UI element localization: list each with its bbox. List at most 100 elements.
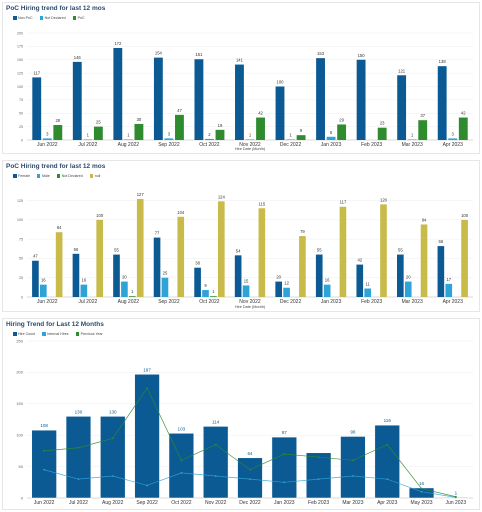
x-tick-label: Jul 2022 <box>69 500 88 506</box>
bar <box>93 126 103 140</box>
bar <box>299 236 306 297</box>
legend-item[interactable]: Female <box>13 174 30 178</box>
line-point <box>454 495 457 498</box>
data-label: 19 <box>218 123 223 128</box>
bar <box>53 125 63 140</box>
data-label: 100 <box>461 213 469 218</box>
data-label: 11 <box>366 282 371 287</box>
legend-label: Not Declared <box>44 16 66 20</box>
x-tick-label: Jul 2022 <box>78 142 97 148</box>
x-tick-label: Jun 2023 <box>446 500 467 506</box>
bar <box>134 123 144 140</box>
line-point <box>420 490 423 493</box>
data-label: 6 <box>330 130 333 135</box>
line-point <box>146 484 148 487</box>
legend-label: Hire Count <box>18 332 36 336</box>
data-label: 23 <box>380 121 385 126</box>
data-label: 117 <box>33 70 40 75</box>
legend-item[interactable]: Male <box>36 174 50 178</box>
bar <box>210 296 217 297</box>
bar <box>283 287 290 297</box>
bar <box>123 139 133 140</box>
data-label: 9 <box>300 128 303 133</box>
legend-item[interactable]: Hire Count <box>13 332 35 336</box>
legend-item[interactable]: PoC <box>72 16 85 20</box>
data-label: 120 <box>380 197 388 202</box>
bar <box>205 138 214 140</box>
data-label: 1 <box>249 132 252 137</box>
bar <box>168 433 195 499</box>
chart-svg: 0 50 100 150 200 250 108 Jun 2022 130 Jul 2022 130… <box>16 338 473 506</box>
line-point <box>386 443 389 446</box>
legend-swatch <box>75 332 80 336</box>
x-tick-label: Apr 2023 <box>377 500 398 506</box>
data-label: 16 <box>419 481 425 486</box>
data-label: 3 <box>168 131 171 136</box>
bar <box>356 264 364 297</box>
line-point <box>43 450 46 452</box>
legend-label: Not Declared <box>61 174 83 178</box>
bar <box>420 224 428 297</box>
data-label: 17 <box>446 277 451 282</box>
x-tick-label: Dec 2022 <box>280 299 302 305</box>
y-tick-label: 75 <box>19 237 23 241</box>
x-tick-label: Aug 2022 <box>102 500 124 506</box>
y-tick-label: 0 <box>21 495 24 500</box>
chart-legend: Non PoC Not Declared PoC <box>13 16 85 20</box>
x-tick-label: Oct 2022 <box>199 299 220 305</box>
bar <box>326 136 336 140</box>
bar <box>32 260 39 297</box>
x-tick-label: Sep 2022 <box>136 500 158 506</box>
data-label: 30 <box>137 117 142 122</box>
data-label: 15 <box>244 278 249 283</box>
bar <box>437 66 447 140</box>
bar <box>134 374 160 499</box>
data-label: 38 <box>195 261 200 266</box>
bar <box>31 429 57 499</box>
bar <box>404 281 412 297</box>
bar <box>177 216 185 297</box>
bar <box>305 452 332 499</box>
y-tick-label: 250 <box>16 338 23 343</box>
y-tick-label: 50 <box>19 257 23 261</box>
bar <box>32 77 42 140</box>
data-label: 64 <box>247 451 253 456</box>
bar <box>337 124 347 140</box>
legend-swatch <box>13 174 17 178</box>
data-label: 3 <box>452 131 455 136</box>
bar <box>164 138 174 140</box>
bar <box>323 284 331 297</box>
line-point <box>77 478 80 481</box>
data-label: 47 <box>177 108 182 113</box>
data-label: 54 <box>236 248 241 253</box>
data-label: 153 <box>317 51 325 56</box>
data-label: 1 <box>212 289 215 294</box>
data-label: 1 <box>131 289 134 294</box>
x-tick-label: Nov 2022 <box>239 299 261 305</box>
x-tick-label: Apr 2023 <box>443 142 464 148</box>
data-label: 1 <box>87 132 90 137</box>
line-point <box>146 387 148 389</box>
legend-item[interactable]: Not Declared <box>39 16 66 20</box>
legend-item[interactable]: null <box>89 174 100 178</box>
legend-swatch <box>36 174 41 178</box>
data-label: 28 <box>55 118 60 123</box>
bar <box>83 139 93 140</box>
legend-item[interactable]: Non PoC <box>13 16 33 20</box>
legend-swatch <box>72 16 77 20</box>
legend-item[interactable]: Not Declared <box>56 174 83 178</box>
data-label: 150 <box>358 53 366 58</box>
data-label: 47 <box>33 254 38 259</box>
legend-item[interactable]: Previous Year <box>75 332 103 336</box>
bar <box>194 267 201 297</box>
bar <box>202 290 209 297</box>
bar <box>315 254 323 297</box>
x-tick-label: Aug 2022 <box>118 142 140 148</box>
line-point <box>43 468 46 471</box>
legend-item[interactable]: Internal Hires <box>42 332 69 336</box>
line-point <box>214 443 217 446</box>
data-label: 104 <box>177 210 185 215</box>
data-label: 124 <box>218 194 226 199</box>
data-label: 141 <box>236 58 244 63</box>
line-point <box>420 487 423 490</box>
